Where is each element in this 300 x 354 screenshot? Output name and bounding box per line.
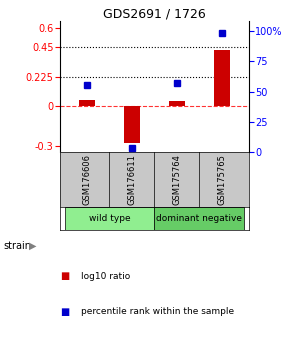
Text: GSM176611: GSM176611 <box>128 154 136 205</box>
Text: ■: ■ <box>60 307 69 316</box>
Bar <box>79 100 95 106</box>
Title: GDS2691 / 1726: GDS2691 / 1726 <box>103 7 206 20</box>
Bar <box>169 101 185 106</box>
Text: log10 ratio: log10 ratio <box>81 272 130 281</box>
Text: wild type: wild type <box>89 214 130 223</box>
Text: ■: ■ <box>60 271 69 281</box>
Bar <box>124 106 140 143</box>
Text: GSM175764: GSM175764 <box>172 154 182 205</box>
Bar <box>154 207 244 230</box>
Text: GSM175765: GSM175765 <box>218 154 226 205</box>
Text: percentile rank within the sample: percentile rank within the sample <box>81 307 234 316</box>
Text: GSM176606: GSM176606 <box>82 154 91 205</box>
Text: dominant negative: dominant negative <box>157 214 242 223</box>
Text: ▶: ▶ <box>28 241 36 251</box>
Bar <box>214 50 230 106</box>
Text: strain: strain <box>3 241 31 251</box>
Bar <box>64 207 154 230</box>
